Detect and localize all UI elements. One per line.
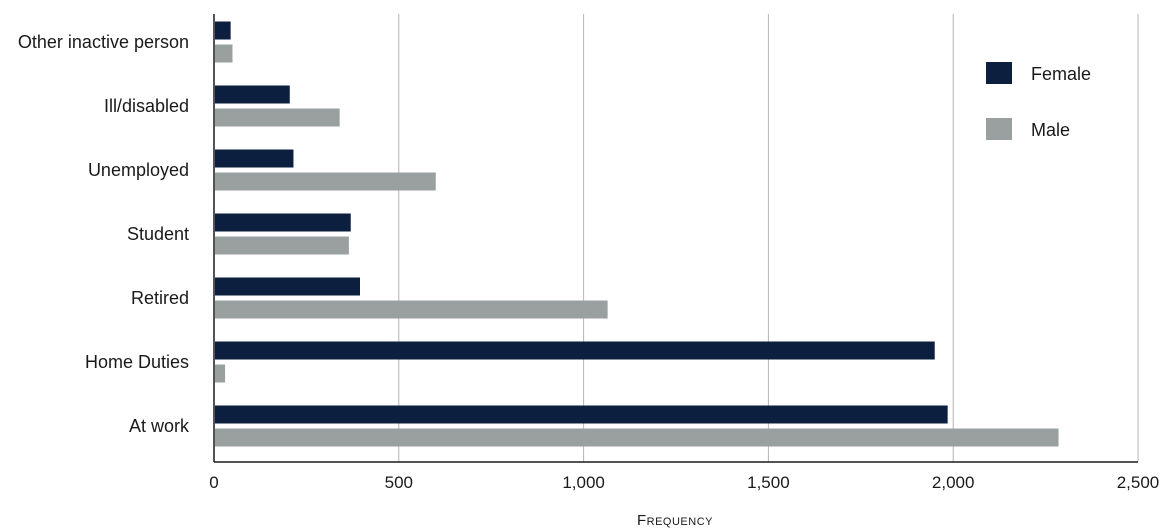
category-label: Student bbox=[127, 224, 189, 244]
category-label: Ill/disabled bbox=[104, 96, 189, 116]
x-tick-label: 2,500 bbox=[1117, 473, 1160, 492]
x-tick-label: 1,500 bbox=[747, 473, 790, 492]
bar-female bbox=[215, 21, 231, 40]
category-labels: Other inactive person Ill/disabled Unemplo… bbox=[18, 32, 190, 436]
bar-male bbox=[215, 236, 349, 255]
category-label: Unemployed bbox=[88, 160, 189, 180]
legend-label-male: Male bbox=[1031, 120, 1070, 140]
bar-female bbox=[215, 405, 948, 424]
x-tick-label: 500 bbox=[385, 473, 413, 492]
x-tick-label: 1,000 bbox=[562, 473, 605, 492]
bars bbox=[215, 21, 1059, 447]
x-tick-label: 2,000 bbox=[932, 473, 975, 492]
x-axis-title: FREQUENCY bbox=[637, 512, 713, 529]
bar-male bbox=[215, 428, 1059, 447]
x-tick-labels: 0 500 1,000 1,500 2,000 2,500 bbox=[209, 473, 1159, 492]
bar-female bbox=[215, 213, 351, 232]
bar-male bbox=[215, 364, 226, 383]
bar-male bbox=[215, 108, 340, 127]
category-label: Other inactive person bbox=[18, 32, 189, 52]
grid-lines bbox=[398, 14, 1139, 462]
bar-female bbox=[215, 85, 290, 104]
bar-female bbox=[215, 149, 294, 168]
legend-swatch-female bbox=[986, 62, 1012, 84]
bar-female bbox=[215, 341, 935, 360]
legend-label-female: Female bbox=[1031, 64, 1091, 84]
bar-male bbox=[215, 300, 608, 319]
category-label: Retired bbox=[131, 288, 189, 308]
x-tick-label: 0 bbox=[209, 473, 218, 492]
legend: Female Male bbox=[986, 62, 1091, 140]
category-label: Home Duties bbox=[85, 352, 189, 372]
bar-male bbox=[215, 172, 436, 191]
bar-male bbox=[215, 44, 233, 63]
category-label: At work bbox=[129, 416, 190, 436]
legend-swatch-male bbox=[986, 118, 1012, 140]
bar-female bbox=[215, 277, 360, 296]
